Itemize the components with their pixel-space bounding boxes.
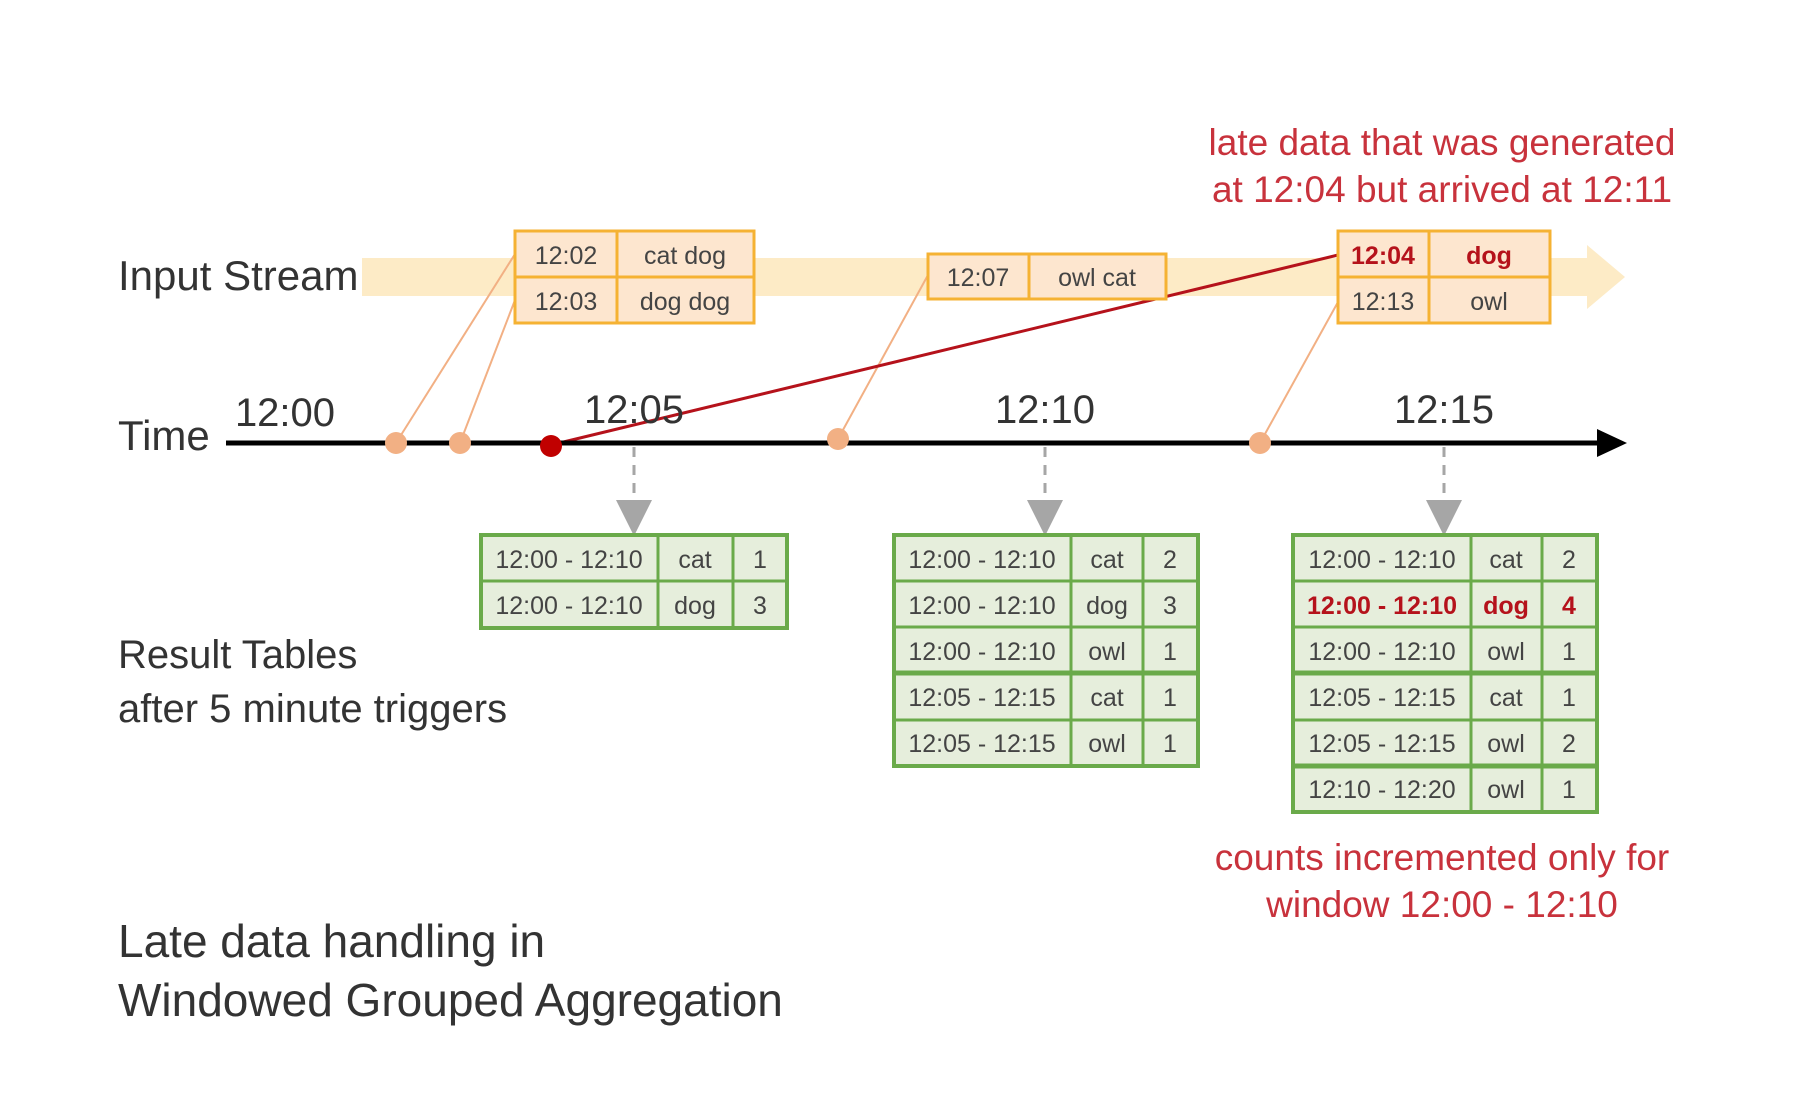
word-cell: owl: [1088, 638, 1126, 666]
word-cell: cat: [1489, 684, 1522, 712]
window-cell: 12:00 - 12:10: [908, 546, 1055, 574]
result-table-1210: 12:00 - 12:10 cat 2 12:00 - 12:10 dog 3 …: [892, 533, 1200, 768]
time-axis: [226, 429, 1627, 457]
event-words: cat dog: [644, 242, 726, 270]
event-dot-1202: [385, 432, 407, 454]
count-cell: 1: [1163, 730, 1177, 758]
connector-1213: [1259, 301, 1339, 444]
tick-label-1210: 12:10: [995, 388, 1095, 432]
event-time: 12:02: [535, 242, 598, 270]
word-cell: cat: [678, 546, 711, 574]
time-label: Time: [118, 412, 210, 459]
window-cell: 12:00 - 12:10: [1308, 546, 1455, 574]
window-cell: 12:00 - 12:10: [495, 592, 642, 620]
tick-label-1205: 12:05: [584, 388, 684, 432]
event-dot-1207: [827, 428, 849, 450]
window-cell: 12:05 - 12:15: [1308, 730, 1455, 758]
result-table-1205: 12:00 - 12:10 cat 1 12:00 - 12:10 dog 3: [479, 533, 789, 630]
word-cell: owl: [1487, 730, 1525, 758]
updated-word-cell: dog: [1483, 592, 1529, 620]
result-table-1215: 12:00 - 12:10 cat 2 12:00 - 12:10 dog 4 …: [1291, 533, 1599, 814]
updated-count-cell: 4: [1562, 592, 1576, 620]
counts-annotation-line-2: window 12:00 - 12:10: [1265, 884, 1618, 925]
late-data-connector: [550, 253, 1339, 447]
updated-window-cell: 12:00 - 12:10: [1307, 592, 1457, 620]
late-data-annotation-line-2: at 12:04 but arrived at 12:11: [1212, 169, 1672, 210]
late-data-annotation-line-1: late data that was generated: [1209, 122, 1676, 163]
count-cell: 1: [1163, 638, 1177, 666]
event-words: owl cat: [1058, 264, 1136, 292]
late-event-words: dog: [1466, 242, 1512, 270]
input-stream-label: Input Stream: [118, 252, 358, 299]
result-tables-sublabel: after 5 minute triggers: [118, 687, 507, 731]
trigger-arrows: [616, 447, 1462, 536]
count-cell: 2: [1562, 730, 1576, 758]
count-cell: 3: [1163, 592, 1177, 620]
event-words: owl: [1470, 288, 1508, 316]
late-event-dot-1204: [540, 435, 562, 457]
tick-label-1200: 12:00: [235, 391, 335, 435]
event-words: dog dog: [640, 288, 730, 316]
window-cell: 12:10 - 12:20: [1308, 776, 1455, 804]
result-tables-label: Result Tables: [118, 633, 357, 677]
connector-1203: [459, 299, 516, 444]
window-cell: 12:05 - 12:15: [908, 730, 1055, 758]
count-cell: 1: [753, 546, 767, 574]
count-cell: 1: [1562, 776, 1576, 804]
event-time: 12:07: [947, 264, 1010, 292]
count-cell: 1: [1562, 684, 1576, 712]
count-cell: 1: [1562, 638, 1576, 666]
event-connectors: [395, 253, 1339, 444]
tick-label-1215: 12:15: [1394, 388, 1494, 432]
word-cell: cat: [1090, 546, 1123, 574]
input-event-1: 12:02 cat dog 12:03 dog dog: [513, 229, 756, 325]
caption-line-2: Windowed Grouped Aggregation: [118, 974, 783, 1026]
word-cell: dog: [1086, 592, 1128, 620]
event-dot-1213: [1249, 432, 1271, 454]
word-cell: owl: [1487, 776, 1525, 804]
window-cell: 12:00 - 12:10: [908, 638, 1055, 666]
window-cell: 12:00 - 12:10: [908, 592, 1055, 620]
event-time: 12:13: [1352, 288, 1415, 316]
connector-1207: [837, 274, 929, 440]
event-time: 12:03: [535, 288, 598, 316]
window-cell: 12:00 - 12:10: [495, 546, 642, 574]
window-cell: 12:05 - 12:15: [1308, 684, 1455, 712]
count-cell: 3: [753, 592, 767, 620]
count-cell: 2: [1562, 546, 1576, 574]
late-event-time: 12:04: [1351, 242, 1415, 270]
event-dot-1203: [449, 432, 471, 454]
input-event-2: 12:07 owl cat: [926, 252, 1168, 301]
count-cell: 1: [1163, 684, 1177, 712]
caption-line-1: Late data handling in: [118, 915, 545, 967]
word-cell: dog: [674, 592, 716, 620]
word-cell: cat: [1489, 546, 1522, 574]
connector-1202: [395, 253, 516, 444]
word-cell: cat: [1090, 684, 1123, 712]
input-event-3: 12:04 dog 12:13 owl: [1336, 229, 1552, 325]
count-cell: 2: [1163, 546, 1177, 574]
word-cell: owl: [1487, 638, 1525, 666]
counts-annotation-line-1: counts incremented only for: [1215, 837, 1670, 878]
window-cell: 12:00 - 12:10: [1308, 638, 1455, 666]
word-cell: owl: [1088, 730, 1126, 758]
window-cell: 12:05 - 12:15: [908, 684, 1055, 712]
